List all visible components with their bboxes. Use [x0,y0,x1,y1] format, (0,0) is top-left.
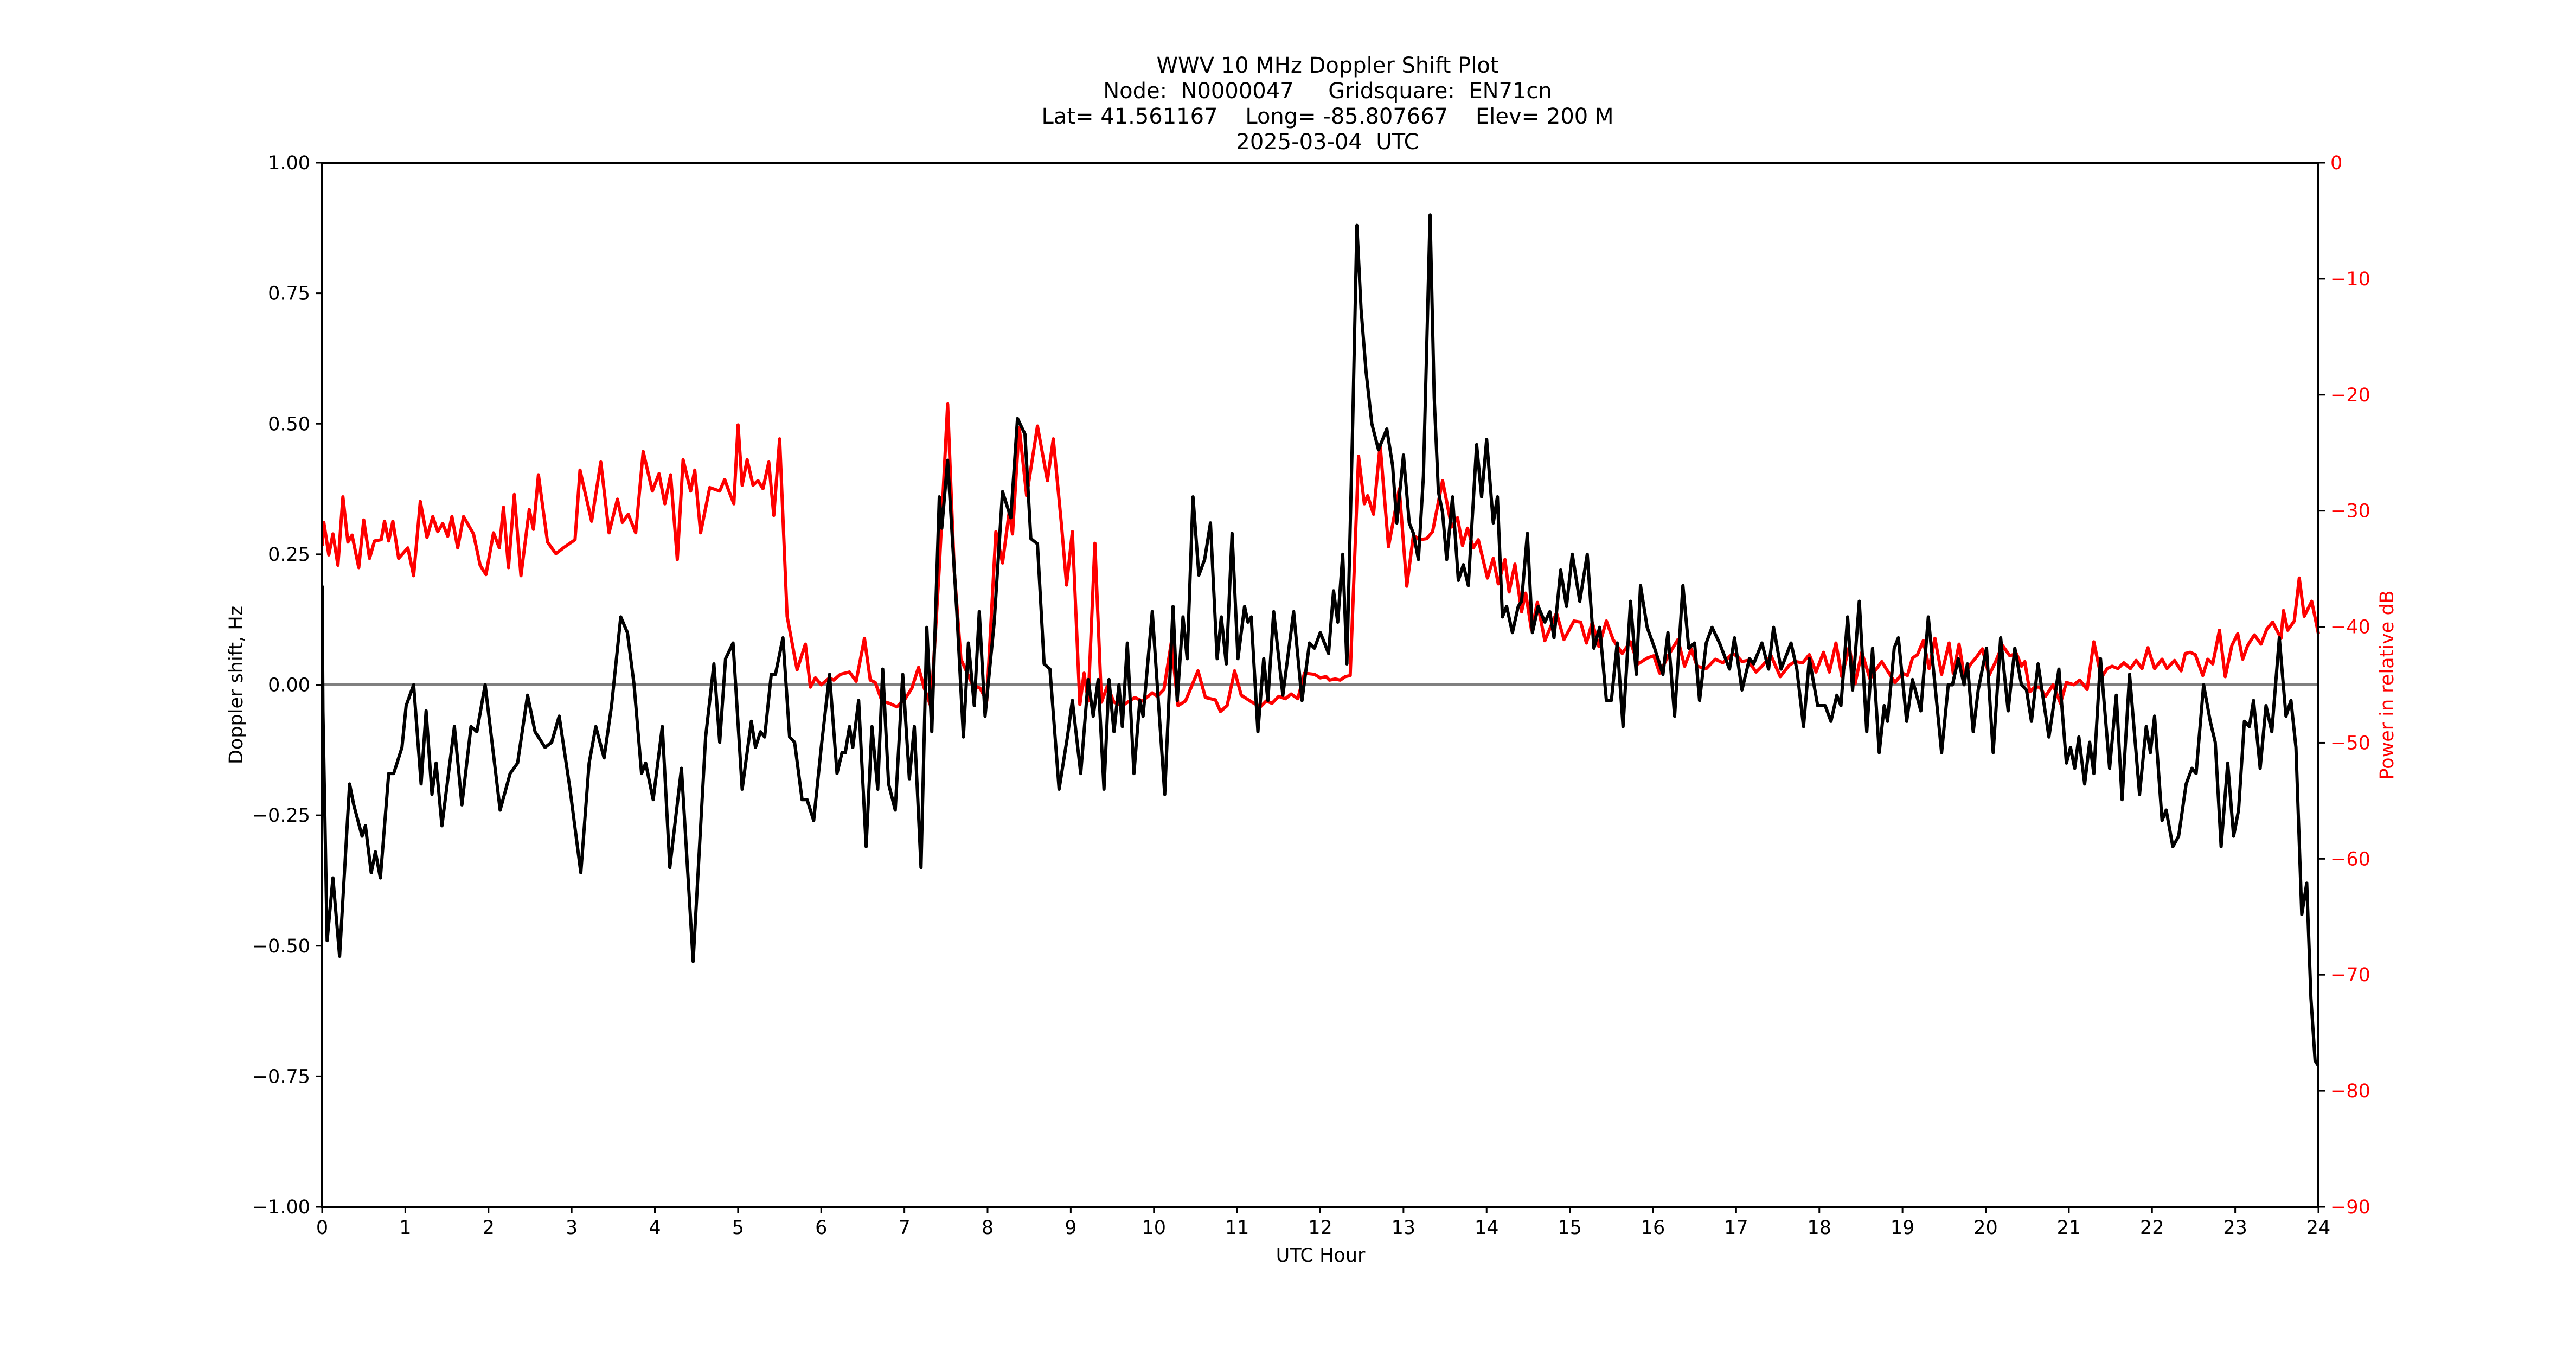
x-tick-label: 20 [1973,1217,1998,1239]
x-tick-label: 13 [1392,1217,1416,1239]
x-tick-label: 9 [1065,1217,1076,1239]
y-left-tick-label: 0.00 [268,675,310,696]
x-tick-label: 19 [1891,1217,1915,1239]
chart-title-block: WWV 10 MHz Doppler Shift Plot Node: N000… [0,53,2576,155]
doppler-series-line [321,213,2320,1067]
x-tick-label: 0 [316,1217,328,1239]
x-tick-label: 16 [1641,1217,1665,1239]
y-left-tick-label: −0.25 [252,805,310,827]
x-axis-label: UTC Hour [1276,1245,1366,1267]
y-right-tick-label: −60 [2330,848,2370,870]
y-right-tick-label: 0 [2330,152,2342,174]
y-right-tick-label: −10 [2330,268,2370,290]
y-axis-right-label: Power in relative dB [2376,590,2398,779]
x-tick-label: 22 [2140,1217,2164,1239]
x-tick-label: 15 [1558,1217,1582,1239]
x-tick-label: 12 [1308,1217,1332,1239]
x-axis-ticks: 0 1 2 3 4 5 6 7 8 9 10 11 12 13 14 15 16 17 18 19 20 21 22 23 24 [316,1207,2330,1239]
x-tick-label: 4 [649,1217,661,1239]
x-tick-label: 14 [1475,1217,1499,1239]
x-tick-label: 5 [732,1217,744,1239]
y-right-tick-label: −40 [2330,617,2370,638]
x-tick-label: 2 [483,1217,495,1239]
y-right-tick-label: −70 [2330,964,2370,986]
y-left-tick-label: 0.75 [268,283,310,305]
x-tick-label: 18 [1807,1217,1831,1239]
y-right-tick-label: −80 [2330,1080,2370,1102]
x-tick-label: 7 [898,1217,910,1239]
y-right-tick-label: −90 [2330,1197,2370,1218]
y-left-tick-label: −0.50 [252,936,310,957]
chart-subtitle-date: 2025-03-04 UTC [1236,130,1419,155]
y-right-tick-label: −50 [2330,732,2370,754]
chart-subtitle-location: Lat= 41.561167 Long= -85.807667 Elev= 20… [1041,104,1614,129]
x-tick-label: 3 [566,1217,578,1239]
x-tick-label: 1 [399,1217,411,1239]
y-right-tick-label: −20 [2330,385,2370,406]
x-tick-label: 6 [815,1217,827,1239]
y-axis-left-ticks: 1.00 0.75 0.50 0.25 0.00 −0.25 −0.50 −0.75 −1.00 [252,152,322,1218]
plot-area [321,213,2320,1067]
y-left-tick-label: −0.75 [252,1066,310,1088]
x-tick-label: 17 [1724,1217,1748,1239]
x-tick-label: 21 [2057,1217,2081,1239]
y-left-tick-label: 0.25 [268,544,310,566]
y-right-tick-label: −30 [2330,501,2370,522]
x-tick-label: 23 [2223,1217,2247,1239]
y-left-tick-label: 1.00 [268,152,310,174]
chart-subtitle-node: Node: N0000047 Gridsquare: EN71cn [1103,79,1552,104]
y-left-tick-label: 0.50 [268,413,310,435]
x-tick-label: 11 [1225,1217,1249,1239]
y-axis-right-ticks: 0 −10 −20 −30 −40 −50 −60 −70 −80 −90 [2318,152,2370,1218]
x-tick-label: 10 [1142,1217,1166,1239]
x-tick-label: 8 [982,1217,994,1239]
y-left-tick-label: −1.00 [252,1197,310,1218]
y-axis-left-label: Doppler shift, Hz [226,606,247,764]
x-tick-label: 24 [2306,1217,2331,1239]
chart-title: WWV 10 MHz Doppler Shift Plot [1156,53,1499,78]
